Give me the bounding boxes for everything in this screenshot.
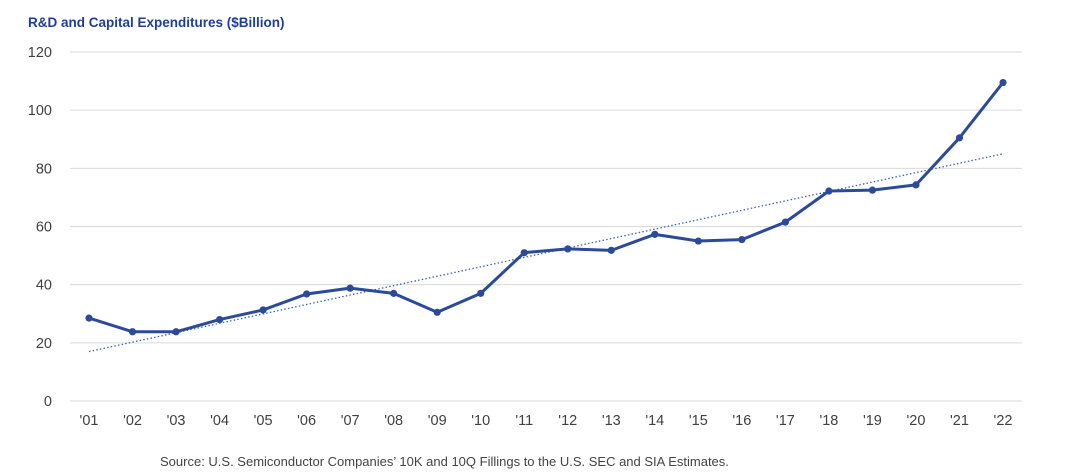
x-tick-label: '10 (471, 413, 490, 429)
x-tick-label: '11 (515, 413, 533, 429)
trendline (88, 153, 1004, 353)
x-tick-label: '19 (863, 413, 882, 429)
x-tick-label: '22 (994, 413, 1013, 429)
x-tick-label: '17 (776, 413, 795, 429)
data-point (999, 78, 1007, 87)
x-tick-label: '20 (906, 413, 925, 429)
x-tick-label: '05 (254, 413, 273, 429)
x-tick-label: '15 (689, 413, 708, 429)
data-point (955, 134, 964, 142)
data-point (346, 284, 354, 292)
data-point (477, 289, 485, 297)
x-tick-label: '07 (341, 413, 360, 429)
y-tick-label: 40 (36, 278, 52, 294)
series-line (87, 81, 1005, 334)
x-tick-label: '02 (123, 413, 142, 429)
data-point (825, 187, 833, 195)
data-point (259, 306, 267, 314)
x-tick-label: '21 (950, 413, 969, 429)
data-point (868, 186, 877, 194)
x-tick-label: '01 (80, 413, 99, 429)
y-tick-label: 0 (44, 394, 52, 410)
data-point (390, 289, 398, 297)
x-tick-label: '12 (558, 413, 577, 429)
data-point (781, 218, 789, 226)
y-axis-tick-labels: 0 20 40 60 80 100 120 (28, 45, 52, 410)
x-tick-label: '13 (602, 413, 621, 429)
data-point (694, 237, 702, 245)
source-note: Source: U.S. Semiconductor Companies’ 10… (160, 454, 729, 469)
x-tick-label: '18 (819, 413, 838, 429)
y-tick-label: 80 (36, 161, 52, 177)
data-point (912, 181, 920, 189)
y-tick-label: 60 (36, 220, 52, 236)
series-markers (85, 78, 1007, 336)
data-point (303, 290, 311, 298)
data-point (172, 328, 180, 336)
data-point (128, 328, 137, 336)
x-tick-label: '04 (210, 413, 229, 429)
y-tick-label: 20 (36, 336, 52, 352)
line-chart: 0 20 40 60 80 100 120 '01 '02 '03 '04 '05 '06 '07 '08… (28, 45, 1022, 429)
data-point (651, 230, 659, 238)
data-point (520, 249, 528, 257)
x-tick-label: '16 (732, 413, 751, 429)
chart-title: R&D and Capital Expenditures ($Billion) (28, 15, 285, 30)
data-point (607, 246, 615, 254)
data-point (564, 245, 572, 253)
x-axis-tick-labels: '01 '02 '03 '04 '05 '06 '07 '08 '09 '10 '11 '12 '13 '… (80, 413, 1013, 429)
x-tick-label: '03 (167, 413, 186, 429)
x-tick-label: '08 (384, 413, 403, 429)
data-point (433, 308, 441, 316)
gridlines (70, 51, 1022, 402)
x-tick-label: '06 (297, 413, 316, 429)
y-tick-label: 120 (28, 45, 52, 61)
x-tick-label: '14 (645, 413, 664, 429)
data-point (85, 314, 93, 322)
x-tick-label: '09 (428, 413, 447, 429)
trendline-path (88, 153, 1004, 353)
data-point (215, 315, 224, 324)
y-tick-label: 100 (28, 103, 52, 119)
series-path (87, 81, 1005, 334)
data-point (738, 235, 746, 244)
